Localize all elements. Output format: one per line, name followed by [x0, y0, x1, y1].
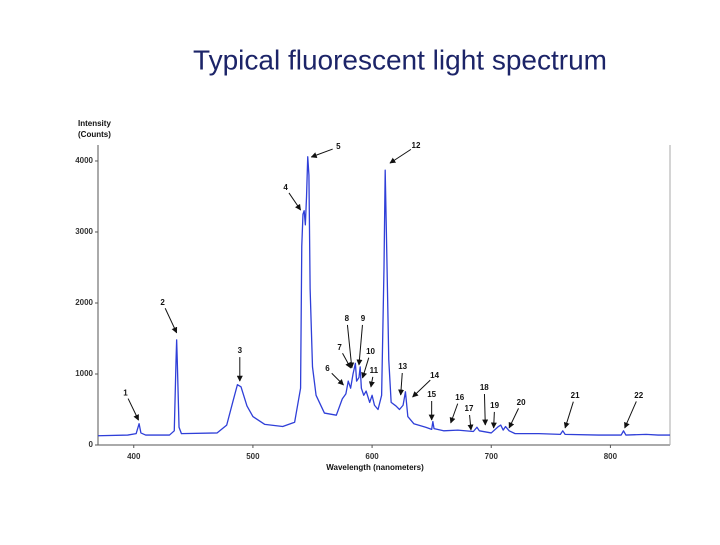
annotation-arrow — [508, 408, 519, 429]
chart-title: Typical fluorescent light spectrum — [193, 44, 607, 75]
annotation-label: 20 — [517, 398, 526, 407]
annotation-label: 12 — [412, 141, 421, 150]
annotation-label: 11 — [370, 366, 379, 375]
annotation-label: 18 — [480, 383, 489, 392]
annotation-arrow — [346, 324, 355, 369]
annotation-arrow — [368, 376, 375, 388]
x-tick-label: 400 — [127, 452, 141, 461]
annotation-label: 6 — [325, 364, 330, 373]
annotation-label: 16 — [455, 393, 464, 402]
annotation-arrow — [164, 308, 178, 334]
annotation-label: 10 — [366, 347, 375, 356]
y-tick-label: 4000 — [75, 156, 93, 165]
annotation-arrow — [342, 352, 352, 369]
annotation-arrow — [389, 148, 412, 164]
annotation-label: 2 — [160, 298, 165, 307]
annotation-arrow — [563, 401, 574, 429]
annotation-arrow — [482, 393, 489, 426]
annotation-label: 4 — [283, 183, 288, 192]
annotation-arrow — [331, 372, 344, 386]
annotation-label: 14 — [430, 371, 439, 380]
annotation-label: 22 — [634, 391, 643, 400]
annotation-arrow — [467, 414, 474, 431]
y-tick-label: 1000 — [75, 369, 93, 378]
y-tick-label: 2000 — [75, 298, 93, 307]
annotation-arrow — [361, 357, 370, 379]
y-tick-label: 3000 — [75, 227, 93, 236]
annotation-arrow — [356, 324, 363, 366]
annotation-arrow — [412, 379, 431, 398]
annotation-label: 9 — [361, 314, 366, 323]
annotation-label: 21 — [571, 391, 580, 400]
annotation-label: 7 — [337, 343, 342, 352]
annotation-arrow — [310, 148, 333, 158]
spectrum-line — [97, 156, 670, 437]
annotation-label: 15 — [427, 390, 436, 399]
annotation-label: 3 — [238, 346, 243, 355]
y-axis-label: Intensity — [78, 119, 111, 128]
annotation-arrow — [624, 401, 637, 429]
annotation-label: 1 — [123, 388, 128, 397]
x-tick-label: 800 — [604, 452, 618, 461]
y-tick-label: 0 — [89, 440, 94, 449]
x-tick-label: 600 — [365, 452, 379, 461]
annotation-arrow — [288, 192, 301, 211]
annotation-label: 5 — [336, 142, 341, 151]
x-axis-label: Wavelength (nanometers) — [326, 463, 424, 472]
annotation-arrow — [127, 398, 139, 421]
x-tick-label: 700 — [485, 452, 499, 461]
x-tick-label: 500 — [246, 452, 260, 461]
annotation-arrow — [449, 403, 459, 424]
annotation-label: 8 — [345, 314, 350, 323]
annotation-label: 17 — [465, 404, 474, 413]
annotation-arrow — [398, 372, 405, 396]
annotation-arrow — [490, 411, 497, 429]
y-axis-label: (Counts) — [78, 130, 111, 139]
annotation-label: 13 — [398, 362, 407, 371]
annotation-label: 19 — [490, 401, 499, 410]
